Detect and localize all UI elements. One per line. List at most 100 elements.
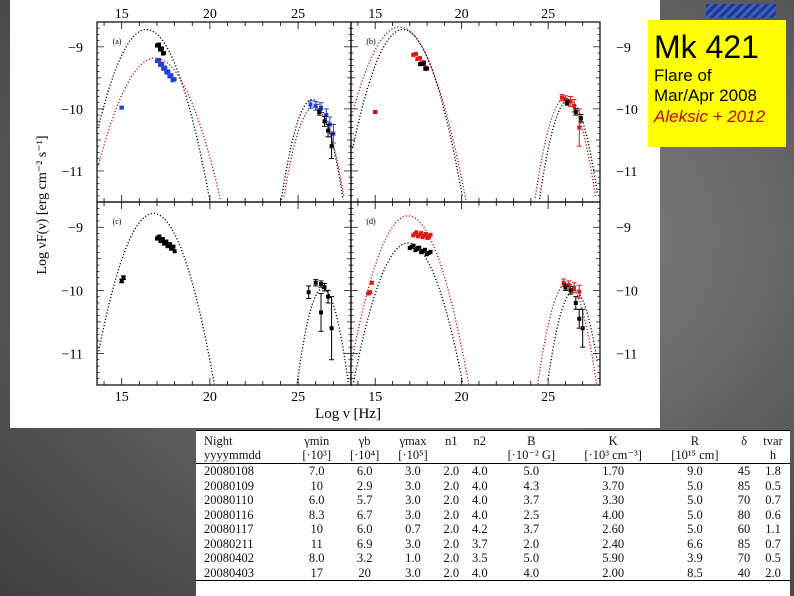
data-point (578, 116, 583, 121)
data-point (306, 290, 311, 295)
top-tick-label: 25 (291, 7, 305, 22)
table-cell: 2.0 (523, 536, 540, 551)
model-curve (283, 106, 345, 197)
col-unit: [·10³] (293, 448, 341, 464)
table-row: 20080117 10 6.0 0.7 2.0 4.2 3.7 2.60 5.0 60 1.1 (196, 522, 790, 537)
bottom-tick-label: 20 (203, 390, 217, 405)
data-point (319, 310, 324, 315)
data-point (326, 128, 331, 133)
panel-label: (c) (113, 217, 122, 226)
right-y-tick-label: −11 (616, 165, 637, 180)
data-point (428, 249, 433, 254)
right-y-tick-label: −9 (616, 41, 631, 56)
data-point (166, 69, 171, 74)
panel-frame (96, 201, 352, 386)
model-curve (98, 212, 215, 385)
table-cell: 6.7 (356, 507, 373, 522)
table-cell: 85 (737, 536, 751, 551)
table-cell: 0.5 (765, 551, 781, 565)
table-cell: 0.7 (765, 493, 781, 507)
callout-line2: Mar/Apr 2008 (654, 86, 757, 105)
data-point (319, 282, 324, 287)
model-curve (538, 98, 599, 200)
table-cell: 11 (310, 536, 323, 551)
table-cell: 70 (737, 493, 751, 507)
table-cell: 2.00 (568, 565, 658, 581)
table-cell: 4.2 (471, 522, 488, 536)
data-point (167, 242, 172, 247)
table-cell: 3.0 (405, 536, 421, 551)
table-cell: 3.7 (523, 522, 540, 536)
table-cell: 6.0 (356, 522, 373, 536)
table-cell: 4.0 (471, 507, 488, 522)
right-y-tick-label: −9 (616, 221, 631, 236)
data-point (413, 51, 418, 56)
data-point (163, 65, 168, 70)
table-cell: 1.70 (602, 464, 625, 478)
table-cell: 20080108 (204, 464, 254, 478)
right-y-tick-label: −11 (616, 347, 637, 362)
table-cell: 0.6 (765, 507, 781, 522)
data-point (121, 275, 126, 280)
data-point (329, 326, 334, 331)
callout-title: Mk 421 (654, 29, 759, 65)
data-point (572, 285, 577, 290)
table-cell: 3.7 (471, 536, 488, 551)
data-point (329, 144, 334, 149)
col-header: γb (358, 434, 371, 448)
table-cell: 8.5 (657, 565, 733, 581)
col-unit: [·10³ cm⁻³] (568, 448, 658, 464)
data-point (172, 249, 177, 254)
table-row: 20080110 6.0 5.7 3.0 2.0 4.0 3.7 3.30 5.0 70 0.7 (196, 493, 790, 508)
data-point (417, 245, 422, 250)
data-point (308, 102, 313, 107)
table-cell: 0.7 (405, 522, 421, 536)
table-cell: 5.0 (687, 522, 703, 536)
col-unit (465, 448, 494, 464)
table-cell: 80 (737, 507, 751, 522)
table-cell: 3.0 (405, 493, 421, 507)
col-header: K (608, 434, 618, 448)
data-point (568, 288, 573, 293)
table-cell: 2.0 (437, 565, 466, 581)
bottom-tick-label: 25 (291, 390, 305, 405)
data-point (119, 105, 124, 110)
left-y-tick-label: −11 (62, 347, 83, 362)
left-y-tick-label: −11 (62, 165, 83, 180)
table-units-row: yyyymmdd [·10³] [·10⁴] [·10⁵] [·10⁻² G] [·10³… (196, 448, 790, 464)
table-cell: 3.0 (405, 478, 421, 493)
data-point (573, 110, 578, 114)
table-cell: 4.0 (494, 565, 569, 581)
data-point (411, 243, 416, 248)
table-cell: 20080109 (204, 478, 254, 493)
model-curve (534, 97, 597, 198)
panel-label: (a) (113, 37, 122, 46)
top-tick-label: 20 (203, 7, 217, 22)
data-point (565, 100, 570, 105)
data-point (317, 110, 322, 114)
sed-figure: (a) (b) (c) (d) 15 20 25 15 20 25 15 20 25 15 20 25 −9 −1… (10, 0, 660, 428)
table-cell: 2.60 (602, 522, 625, 536)
data-point (157, 234, 162, 239)
model-curve (547, 289, 599, 380)
data-point (319, 105, 324, 110)
table-cell: 60 (737, 522, 751, 536)
data-point (368, 290, 373, 295)
table-cell: 8.0 (308, 551, 325, 565)
left-y-tick-label: −9 (68, 221, 83, 236)
table-cell: 5.0 (687, 507, 703, 522)
data-point (417, 56, 422, 61)
table-body: 20080108 7.0 6.0 3.0 2.0 4.0 5.0 1.70 9.0 45 1.8 20… (196, 464, 790, 581)
data-point (169, 73, 174, 78)
data-point (373, 110, 378, 114)
left-y-tick-label: −9 (68, 41, 83, 56)
model-curve (352, 26, 467, 201)
col-header: γmin (304, 434, 330, 448)
table-cell: 2.9 (356, 478, 373, 493)
data-point (156, 42, 161, 47)
table-cell: 5.0 (523, 551, 540, 565)
table-cell: 3.0 (405, 507, 421, 522)
data-point (326, 294, 331, 299)
